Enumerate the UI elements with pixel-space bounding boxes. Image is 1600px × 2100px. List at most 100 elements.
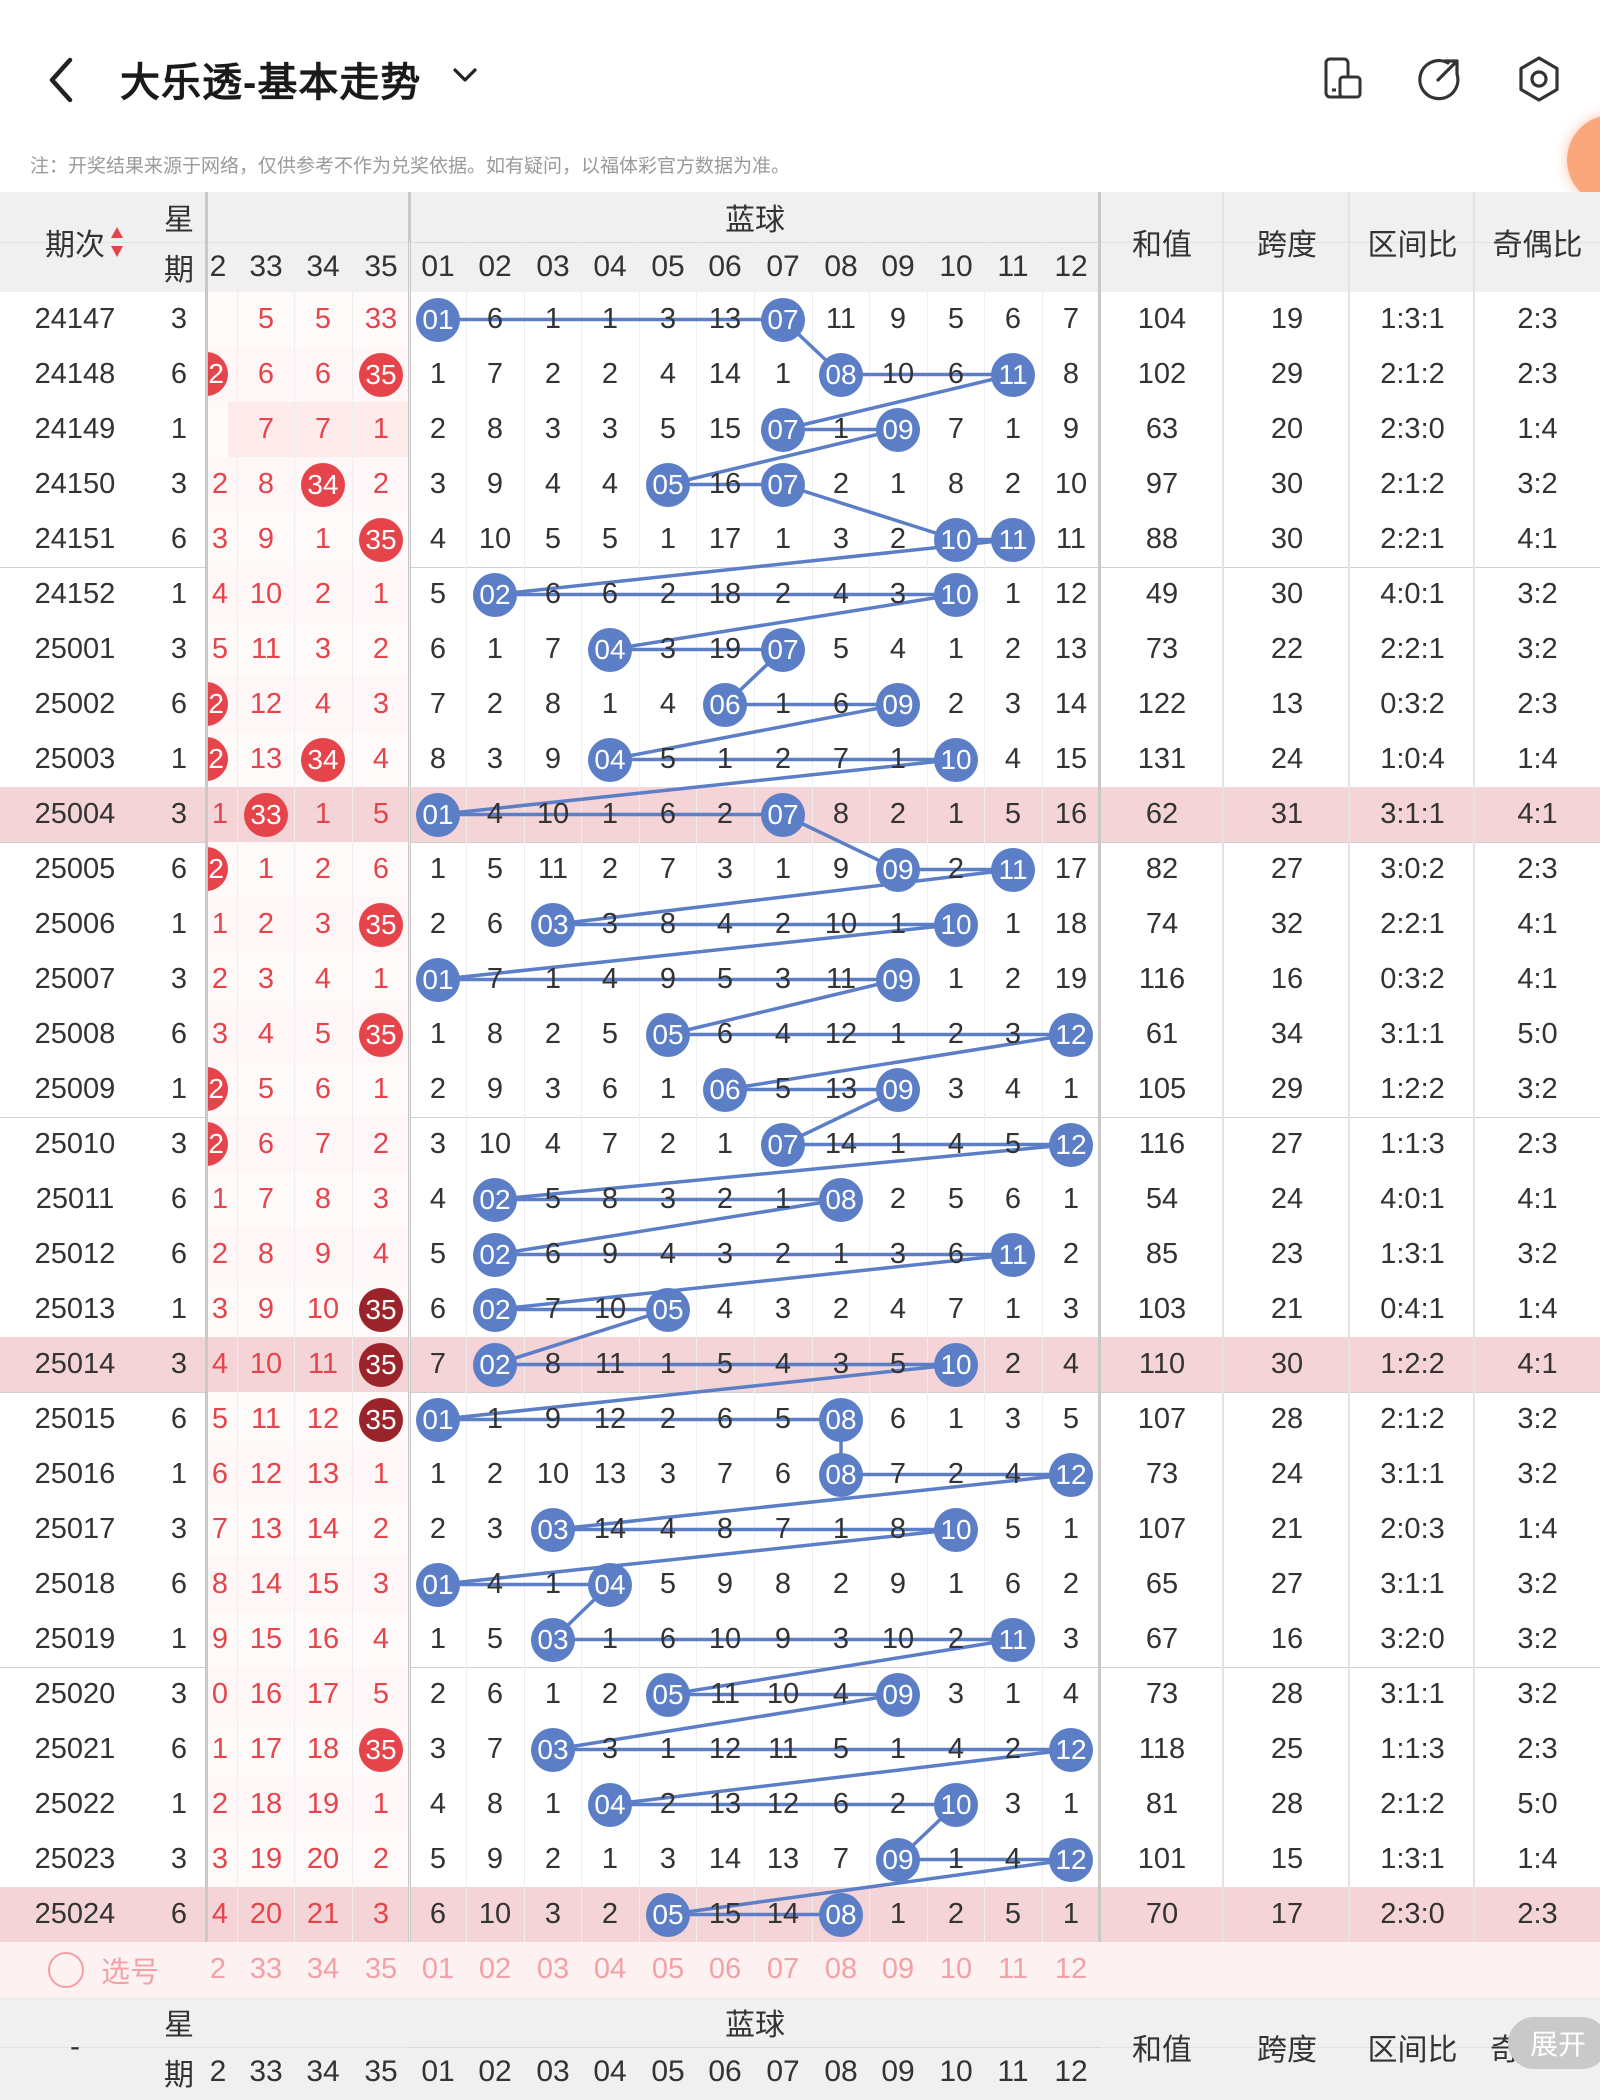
front-zone-tint <box>208 842 410 897</box>
row-issue[interactable]: 24152 <box>34 578 116 610</box>
front-miss-value: 16 <box>306 1623 340 1655</box>
row-issue[interactable]: 25014 <box>34 1348 116 1380</box>
row-issue[interactable]: 25003 <box>34 743 116 775</box>
front-miss-value: 1 <box>314 523 332 555</box>
blue-miss-value: 5 <box>659 413 677 445</box>
row-issue[interactable]: 25023 <box>34 1843 116 1875</box>
front-miss-value: 1 <box>257 853 275 885</box>
row-issue[interactable]: 25006 <box>34 908 116 940</box>
blue-miss-value: 6 <box>716 1403 734 1435</box>
pick-blue-number[interactable]: 02 <box>478 1953 512 1985</box>
pick-blue-number[interactable]: 09 <box>881 1953 915 1985</box>
front-ball: 34 <box>301 737 345 782</box>
row-issue[interactable]: 25017 <box>34 1513 116 1545</box>
row-issue[interactable]: 25009 <box>34 1073 116 1105</box>
row-issue[interactable]: 24150 <box>34 468 116 500</box>
pick-front-number[interactable]: 34 <box>306 1953 340 1985</box>
blue-miss-value: 1 <box>1004 578 1022 610</box>
row-issue[interactable]: 25020 <box>34 1678 116 1710</box>
row-sum: 107 <box>1137 1403 1187 1435</box>
pick-blue-number[interactable]: 08 <box>824 1953 858 1985</box>
blue-miss-value: 3 <box>832 1348 850 1380</box>
blue-miss-value: 2 <box>486 688 504 720</box>
row-issue[interactable]: 25005 <box>34 853 116 885</box>
blue-miss-value: 3 <box>1004 1788 1022 1820</box>
blue-miss-value: 4 <box>659 1513 677 1545</box>
row-issue[interactable]: 25011 <box>35 1183 115 1215</box>
row-issue[interactable]: 25013 <box>34 1293 116 1325</box>
pick-blue-number[interactable]: 05 <box>651 1953 685 1985</box>
pick-label[interactable]: 选号 <box>100 1956 159 1989</box>
pick-radio-icon[interactable] <box>48 1952 84 1988</box>
settings-button[interactable] <box>1514 54 1564 104</box>
blue-miss-value: 10 <box>766 1678 800 1710</box>
blue-miss-value: 4 <box>716 1293 734 1325</box>
row-issue[interactable]: 25002 <box>34 688 116 720</box>
row-issue[interactable]: 24149 <box>34 413 116 445</box>
front-miss-value: 13 <box>249 1513 283 1545</box>
pick-blue-number[interactable]: 03 <box>536 1953 570 1985</box>
weekday-header-top: 星 <box>164 2009 194 2042</box>
row-issue[interactable]: 25016 <box>34 1458 116 1490</box>
row-odd-even: 3:2 <box>1517 578 1558 610</box>
row-issue[interactable]: 25015 <box>34 1403 116 1435</box>
row-odd-even: 2:3 <box>1517 1733 1558 1765</box>
row-issue[interactable]: 25004 <box>34 798 116 830</box>
blue-miss-value: 2 <box>947 853 965 885</box>
row-zone-ratio: 4:0:1 <box>1380 578 1445 610</box>
row-issue[interactable]: 25001 <box>34 633 116 665</box>
sort-arrows-icon[interactable] <box>110 225 124 259</box>
blue-miss-value: 6 <box>1004 1183 1022 1215</box>
blue-miss-value: 1 <box>947 798 965 830</box>
expand-button[interactable]: 展开 <box>1508 2017 1600 2069</box>
pick-blue-number[interactable]: 11 <box>997 1953 1029 1985</box>
blue-header-12: 12 <box>1054 2055 1088 2088</box>
row-span: 30 <box>1270 578 1304 610</box>
device-mode-button[interactable] <box>1318 54 1368 104</box>
pick-blue-number[interactable]: 01 <box>421 1953 455 1985</box>
front-miss-value: 3 <box>314 908 332 940</box>
front-miss-value: 20 <box>306 1843 340 1875</box>
front-miss-value: 5 <box>314 1018 332 1050</box>
row-sum: 82 <box>1145 853 1179 885</box>
pick-blue-number[interactable]: 06 <box>708 1953 742 1985</box>
row-issue[interactable]: 24147 <box>34 303 116 335</box>
share-button[interactable] <box>1414 54 1464 104</box>
row-issue[interactable]: 25007 <box>34 963 116 995</box>
front-zone-tint <box>208 1832 410 1887</box>
row-span: 16 <box>1270 963 1304 995</box>
pick-front-partial[interactable]: 2 <box>209 1953 227 1985</box>
blue-miss-value: 3 <box>889 1238 907 1270</box>
row-issue[interactable]: 25010 <box>34 1128 116 1160</box>
pick-blue-number[interactable]: 04 <box>593 1953 627 1985</box>
pick-front-number[interactable]: 35 <box>364 1953 398 1985</box>
row-sum: 81 <box>1145 1788 1179 1820</box>
row-issue[interactable]: 25018 <box>34 1568 116 1600</box>
back-button[interactable] <box>38 50 88 110</box>
blue-ball-hit: 09 <box>876 1837 920 1882</box>
pick-blue-number[interactable]: 07 <box>766 1953 800 1985</box>
row-issue[interactable]: 25012 <box>34 1238 116 1270</box>
blue-ball-hit: 09 <box>876 682 920 727</box>
front-partial-cell: 2 <box>208 1117 228 1172</box>
row-issue[interactable]: 25024 <box>34 1898 116 1930</box>
title-dropdown[interactable] <box>448 58 482 92</box>
blue-miss-value: 4 <box>774 1018 792 1050</box>
front-zone-tint <box>228 402 410 457</box>
row-issue[interactable]: 25019 <box>34 1623 116 1655</box>
row-span: 27 <box>1270 1128 1304 1160</box>
front-miss-value: 17 <box>249 1733 283 1765</box>
row-issue[interactable]: 25022 <box>34 1788 116 1820</box>
blue-miss-value: 1 <box>947 1843 965 1875</box>
row-issue[interactable]: 25008 <box>34 1018 116 1050</box>
pick-blue-number[interactable]: 10 <box>939 1953 973 1985</box>
row-issue[interactable]: 24151 <box>34 523 116 555</box>
pick-blue-number[interactable]: 12 <box>1054 1953 1088 1985</box>
row-zone-ratio: 2:1:2 <box>1380 1788 1445 1820</box>
blue-miss-value: 9 <box>774 1623 792 1655</box>
pick-front-number[interactable]: 33 <box>249 1953 283 1985</box>
blue-miss-value: 6 <box>429 633 447 665</box>
row-issue[interactable]: 24148 <box>34 358 116 390</box>
row-issue[interactable]: 25021 <box>34 1733 116 1765</box>
front-partial-cell: 2 <box>208 347 228 402</box>
